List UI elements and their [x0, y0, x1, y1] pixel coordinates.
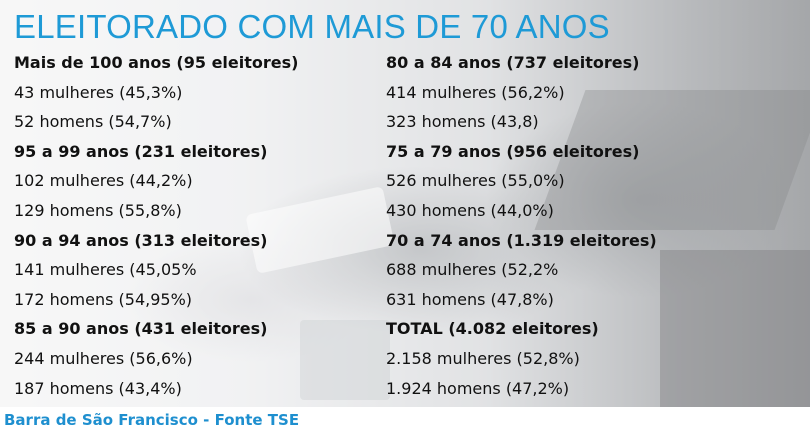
right-column: 80 a 84 anos (737 eleitores) 414 mulhere…: [386, 48, 766, 403]
women-count: 141 mulheres (45,05%: [14, 260, 197, 280]
age-group-heading: 80 a 84 anos (737 eleitores): [386, 53, 640, 72]
women-count: 43 mulheres (45,3%): [14, 82, 183, 102]
infographic-panel: ELEITORADO COM MAIS DE 70 ANOS Mais de 1…: [0, 0, 810, 407]
women-count: 414 mulheres (56,2%): [386, 82, 565, 102]
age-group-heading: Mais de 100 anos (95 eleitores): [14, 53, 299, 72]
women-count: 102 mulheres (44,2%): [14, 171, 193, 191]
age-group-heading: 90 a 94 anos (313 eleitores): [14, 230, 268, 250]
men-count: 172 homens (54,95%): [14, 289, 193, 309]
men-count: 323 homens (43,8): [386, 112, 539, 132]
background-veil: [0, 0, 810, 407]
women-count: 244 mulheres (56,6%): [14, 348, 193, 368]
age-group-heading: 75 a 79 anos (956 eleitores): [386, 141, 640, 161]
total-women-count: 2.158 mulheres (52,8%): [386, 348, 580, 368]
age-group-heading: 85 a 90 anos (431 eleitores): [14, 319, 268, 339]
infographic-title: ELEITORADO COM MAIS DE 70 ANOS: [14, 8, 610, 45]
women-count: 526 mulheres (55,0%): [386, 171, 565, 191]
men-count: 430 homens (44,0%): [386, 200, 554, 220]
source-caption: Barra de São Francisco - Fonte TSE: [4, 411, 300, 429]
total-men-count: 1.924 homens (47,2%): [386, 378, 570, 398]
men-count: 52 homens (54,7%): [14, 112, 172, 132]
men-count: 631 homens (47,8%): [386, 289, 554, 309]
age-group-heading: 95 a 99 anos (231 eleitores): [14, 141, 268, 161]
men-count: 129 homens (55,8%): [14, 200, 182, 220]
age-group-heading: 70 a 74 anos (1.319 eleitores): [386, 230, 657, 250]
total-heading: TOTAL (4.082 eleitores): [386, 319, 599, 339]
men-count: 187 homens (43,4%): [14, 378, 182, 398]
left-column: Mais de 100 anos (95 eleitores) 43 mulhe…: [14, 48, 394, 403]
women-count: 688 mulheres (52,2%: [386, 260, 559, 280]
